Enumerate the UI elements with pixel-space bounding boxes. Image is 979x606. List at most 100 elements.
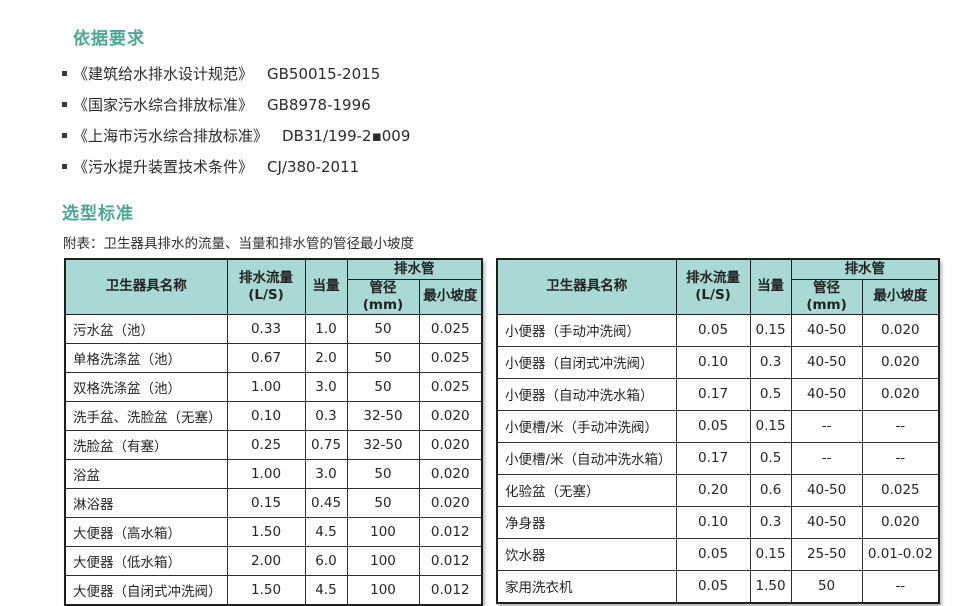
equivalent-value-cell: 0.75 (304, 429, 348, 460)
fixture-table-right: 卫生器具名称 排水流量 (L/S) 当量 排水管 管径(mm) 最小坡度 小便器… (496, 258, 941, 604)
equivalent-value-cell: 0.15 (749, 313, 792, 347)
flow-value-cell: 0.25 (226, 429, 306, 460)
fixture-name-cell: 大便器（高水箱） (64, 516, 228, 547)
diameter-value-cell: 50 (346, 458, 420, 489)
col-header-fixture: 卫生器具名称 (496, 258, 677, 315)
diameter-value-cell: 40-50 (790, 505, 863, 539)
col-header-flow: 排水流量 (L/S) (675, 258, 751, 315)
table-row: 大便器（自闭式冲洗阀） 1.50 4.5 100 0.012 (64, 574, 483, 606)
table-row: 饮水器 0.05 0.15 25-50 0.01-0.02 (496, 537, 940, 571)
diameter-value-cell: 32-50 (346, 429, 420, 460)
equivalent-value-cell: 0.6 (749, 473, 792, 507)
min-slope-value-cell: 0.020 (418, 429, 483, 460)
col-header-equivalent: 当量 (304, 258, 348, 315)
equivalent-value-cell: 0.5 (749, 441, 792, 475)
reference-item: 《建筑给水排水设计规范》 GB50015-2015 (62, 58, 410, 89)
fixture-name-cell: 家用洗衣机 (496, 569, 677, 604)
flow-value-cell: 0.33 (226, 313, 306, 344)
diameter-value-cell: 40-50 (790, 345, 863, 379)
reference-title: 《建筑给水排水设计规范》 (73, 65, 254, 83)
reference-list: 《建筑给水排水设计规范》 GB50015-2015 《国家污水综合排放标准》 GB89… (62, 58, 410, 182)
table-row: 化验盆（无塞） 0.20 0.6 40-50 0.025 (496, 473, 940, 507)
table-row: 小便器（自闭式冲洗阀） 0.10 0.3 40-50 0.020 (496, 345, 940, 379)
diameter-value-cell: 50 (346, 342, 420, 373)
table-row: 小便器（手动冲洗阀） 0.05 0.15 40-50 0.020 (496, 313, 940, 347)
diameter-value-cell: -- (790, 441, 863, 475)
table-row: 小便槽/米（自动冲洗水箱） 0.17 0.5 -- -- (496, 441, 940, 475)
bullet-icon (62, 102, 67, 107)
fixture-name-cell: 化验盆（无塞） (496, 473, 677, 507)
col-header-flow-line1: 排水流量 (239, 270, 293, 286)
equivalent-value-cell: 0.15 (749, 537, 792, 571)
min-slope-value-cell: -- (861, 409, 940, 443)
min-slope-value-cell: 0.020 (418, 487, 483, 518)
fixture-name-cell: 小便器（自动冲洗水箱） (496, 377, 677, 411)
flow-value-cell: 0.05 (675, 409, 751, 443)
reference-item: 《污水提升装置技术条件》 CJ/380-2011 (62, 151, 410, 182)
equivalent-value-cell: 3.0 (304, 458, 348, 489)
min-slope-value-cell: 0.020 (418, 458, 483, 489)
flow-value-cell: 0.05 (675, 313, 751, 347)
fixture-name-cell: 小便器（手动冲洗阀） (496, 313, 677, 347)
fixture-name-cell: 洗脸盆（有塞） (64, 429, 228, 460)
fixture-name-cell: 单格洗涤盆（池） (64, 342, 228, 373)
min-slope-value-cell: -- (861, 569, 940, 604)
min-slope-value-cell: 0.025 (418, 342, 483, 373)
flow-value-cell: 0.10 (675, 345, 751, 379)
equivalent-value-cell: 0.3 (304, 400, 348, 431)
diameter-value-cell: 40-50 (790, 473, 863, 507)
min-slope-value-cell: 0.020 (861, 313, 940, 347)
reference-title: 《污水提升装置技术条件》 (73, 158, 254, 176)
fixture-name-cell: 污水盆（池） (64, 313, 228, 344)
min-slope-value-cell: 0.020 (861, 377, 940, 411)
diameter-value-cell: 40-50 (790, 313, 863, 347)
flow-value-cell: 0.10 (226, 400, 306, 431)
flow-value-cell: 0.17 (675, 441, 751, 475)
min-slope-value-cell: 0.025 (418, 313, 483, 344)
table-row: 单格洗涤盆（池） 0.67 2.0 50 0.025 (64, 342, 483, 373)
flow-value-cell: 0.10 (675, 505, 751, 539)
equivalent-value-cell: 3.0 (304, 371, 348, 402)
table-row: 小便器（自动冲洗水箱） 0.17 0.5 40-50 0.020 (496, 377, 940, 411)
equivalent-value-cell: 0.15 (749, 409, 792, 443)
diameter-value-cell: 100 (346, 574, 420, 606)
bullet-icon (62, 71, 67, 76)
table-row: 浴盆 1.00 3.0 50 0.020 (64, 458, 483, 489)
min-slope-value-cell: 0.012 (418, 574, 483, 606)
table-row: 洗手盆、洗脸盆（无塞） 0.10 0.3 32-50 0.020 (64, 400, 483, 431)
col-header-equivalent: 当量 (749, 258, 792, 315)
fixture-name-cell: 浴盆 (64, 458, 228, 489)
table-row: 污水盆（池） 0.33 1.0 50 0.025 (64, 313, 483, 344)
table-row: 洗脸盆（有塞） 0.25 0.75 32-50 0.020 (64, 429, 483, 460)
diameter-value-cell: 100 (346, 516, 420, 547)
col-header-flow-line2: (L/S) (695, 286, 731, 303)
fixture-name-cell: 淋浴器 (64, 487, 228, 518)
col-header-flow: 排水流量 (L/S) (226, 258, 306, 315)
table-row: 家用洗衣机 0.05 1.50 50 -- (496, 569, 940, 604)
equivalent-value-cell: 2.0 (304, 342, 348, 373)
reference-item: 《上海市污水综合排放标准》 DB31/199-2▪009 (62, 120, 410, 151)
flow-value-cell: 0.20 (675, 473, 751, 507)
flow-value-cell: 0.17 (675, 377, 751, 411)
fixture-name-cell: 小便器（自闭式冲洗阀） (496, 345, 677, 379)
fixture-name-cell: 净身器 (496, 505, 677, 539)
min-slope-value-cell: 0.020 (861, 505, 940, 539)
flow-value-cell: 0.15 (226, 487, 306, 518)
fixture-name-cell: 大便器（自闭式冲洗阀） (64, 574, 228, 606)
diameter-value-cell: 32-50 (346, 400, 420, 431)
reference-item: 《国家污水综合排放标准》 GB8978-1996 (62, 89, 410, 120)
bullet-icon (62, 133, 67, 138)
table-row: 双格洗涤盆（池） 1.00 3.0 50 0.025 (64, 371, 483, 402)
reference-title: 《国家污水综合排放标准》 (73, 96, 254, 114)
col-header-flow-line2: (L/S) (248, 286, 284, 303)
fixture-name-cell: 大便器（低水箱） (64, 545, 228, 576)
col-header-diameter: 管径(mm) (346, 279, 420, 315)
min-slope-value-cell: 0.012 (418, 545, 483, 576)
equivalent-value-cell: 0.5 (749, 377, 792, 411)
section-title-selection: 选型标准 (62, 204, 134, 224)
flow-value-cell: 2.00 (226, 545, 306, 576)
table-row: 净身器 0.10 0.3 40-50 0.020 (496, 505, 940, 539)
col-header-flow-line1: 排水流量 (686, 270, 741, 286)
diameter-value-cell: 40-50 (790, 377, 863, 411)
